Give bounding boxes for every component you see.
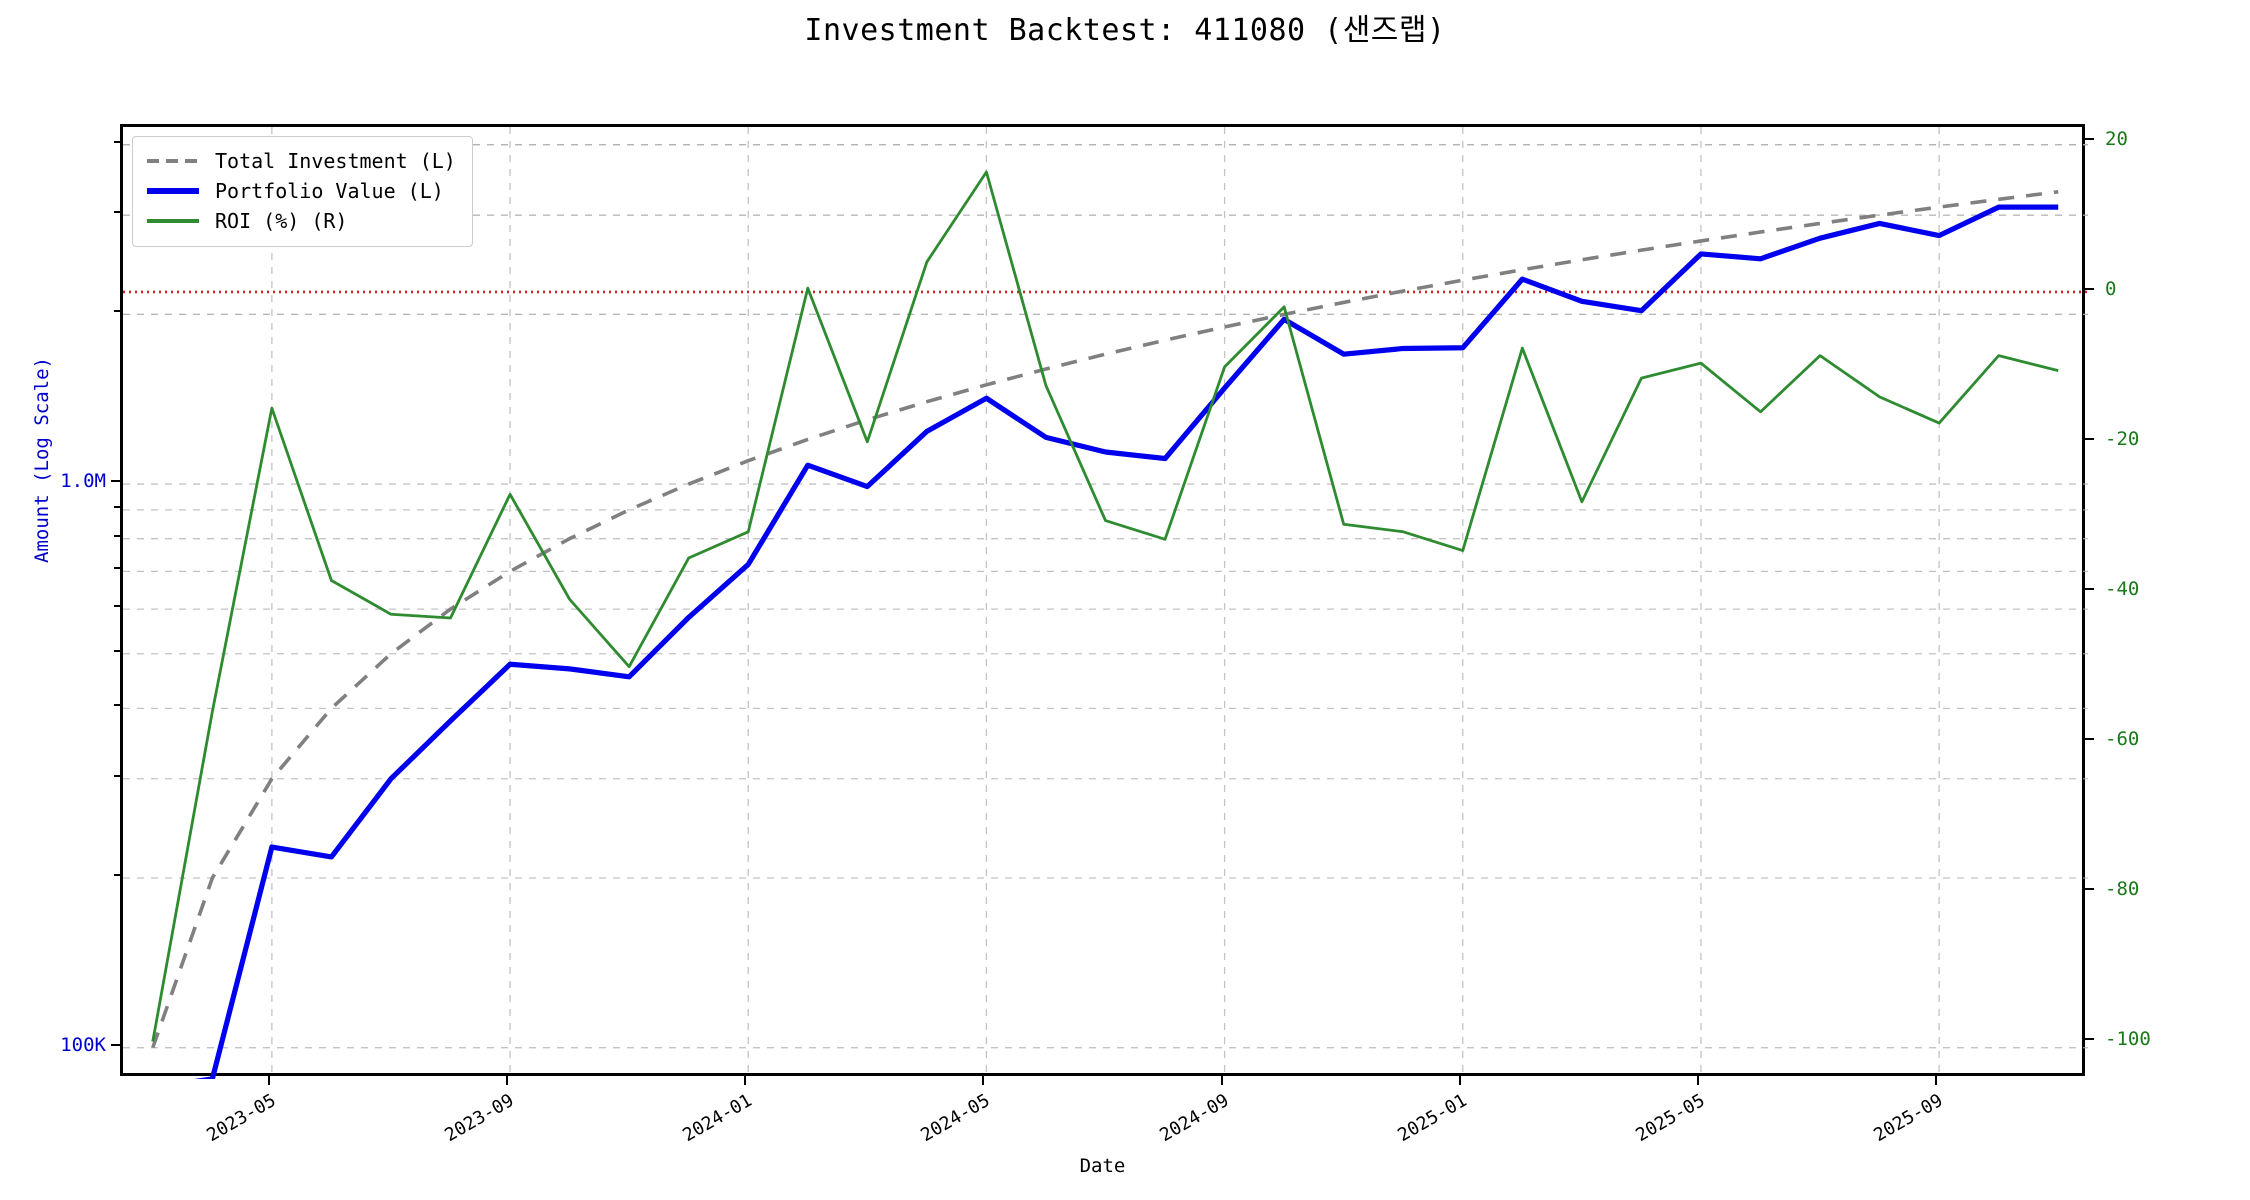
right-tick-label: -100 xyxy=(2105,1027,2151,1050)
right-tick-label: -80 xyxy=(2105,877,2140,900)
right-tick-label: 20 xyxy=(2105,127,2128,150)
legend-label: ROI (%) (R) xyxy=(215,209,348,233)
series-line xyxy=(151,170,2059,1042)
left-minor-tick xyxy=(114,534,120,537)
right-tick-mark xyxy=(2085,137,2094,140)
left-tick-label: 1.0M xyxy=(60,470,106,493)
left-minor-tick xyxy=(114,704,120,707)
left-minor-tick xyxy=(114,505,120,508)
left-minor-tick xyxy=(114,774,120,777)
left-tick-label: 100K xyxy=(60,1033,106,1056)
left-minor-tick xyxy=(114,310,120,313)
legend-label: Total Investment (L) xyxy=(215,149,456,173)
legend-swatch-dashed xyxy=(145,151,201,171)
x-tick-mark xyxy=(267,1076,270,1085)
series-line xyxy=(151,190,2059,1049)
legend-swatch-solid xyxy=(145,211,201,231)
right-tick-label: -40 xyxy=(2105,577,2140,600)
right-tick-mark xyxy=(2085,437,2094,440)
left-minor-tick xyxy=(114,567,120,570)
x-tick-mark xyxy=(982,1076,985,1085)
x-tick-mark xyxy=(1458,1076,1461,1085)
left-tick-mark xyxy=(111,1043,120,1046)
x-tick-mark xyxy=(1220,1076,1223,1085)
x-tick-mark xyxy=(1696,1076,1699,1085)
right-tick-mark xyxy=(2085,287,2094,290)
left-tick-mark xyxy=(111,480,120,483)
right-tick-label: -20 xyxy=(2105,427,2140,450)
right-tick-label: -60 xyxy=(2105,727,2140,750)
series-line xyxy=(193,204,2059,1079)
legend-label: Portfolio Value (L) xyxy=(215,179,444,203)
right-tick-mark xyxy=(2085,887,2094,890)
left-minor-tick xyxy=(114,605,120,608)
right-tick-mark xyxy=(2085,587,2094,590)
page-title: Investment Backtest: 411080 (샌즈랩) xyxy=(804,13,1446,48)
right-tick-mark xyxy=(2085,737,2094,740)
right-tick-mark xyxy=(2085,1037,2094,1040)
x-tick-mark xyxy=(1935,1076,1938,1085)
legend: Total Investment (L) Portfolio Value (L) R… xyxy=(132,136,473,247)
left-minor-tick xyxy=(114,140,120,143)
left-axis-label: Amount (Log Scale) xyxy=(31,357,53,563)
x-tick-mark xyxy=(506,1076,509,1085)
legend-item[interactable]: Portfolio Value (L) xyxy=(145,176,456,206)
x-axis-label: Date xyxy=(1079,1155,1126,1177)
left-minor-tick xyxy=(114,211,120,214)
legend-item[interactable]: ROI (%) (R) xyxy=(145,206,456,236)
plot-canvas xyxy=(123,127,2088,1079)
legend-item[interactable]: Total Investment (L) xyxy=(145,146,456,176)
legend-swatch-solid xyxy=(145,181,201,201)
x-tick-mark xyxy=(744,1076,747,1085)
plot-area xyxy=(120,124,2088,1079)
left-minor-tick xyxy=(114,649,120,652)
left-minor-tick xyxy=(114,874,120,877)
right-tick-label: 0 xyxy=(2105,277,2117,300)
